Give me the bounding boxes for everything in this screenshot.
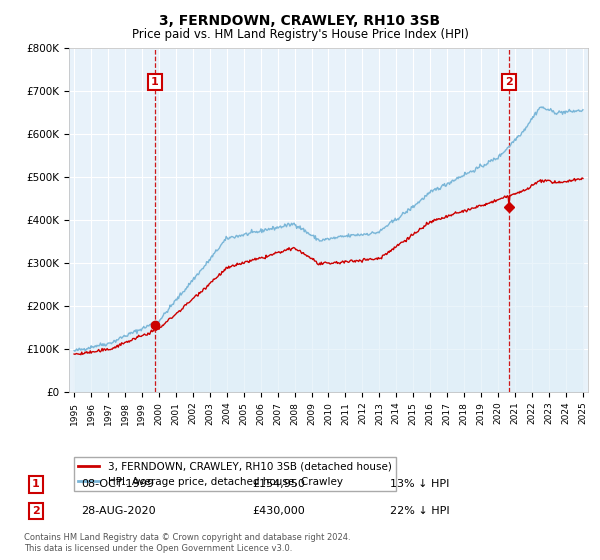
Text: 3, FERNDOWN, CRAWLEY, RH10 3SB: 3, FERNDOWN, CRAWLEY, RH10 3SB <box>160 14 440 28</box>
Text: 13% ↓ HPI: 13% ↓ HPI <box>390 479 449 489</box>
Text: 28-AUG-2020: 28-AUG-2020 <box>81 506 155 516</box>
Text: 08-OCT-1999: 08-OCT-1999 <box>81 479 154 489</box>
Text: 2: 2 <box>32 506 40 516</box>
Text: £430,000: £430,000 <box>252 506 305 516</box>
Legend: 3, FERNDOWN, CRAWLEY, RH10 3SB (detached house), HPI: Average price, detached ho: 3, FERNDOWN, CRAWLEY, RH10 3SB (detached… <box>74 458 395 491</box>
Text: £154,950: £154,950 <box>252 479 305 489</box>
Text: 1: 1 <box>32 479 40 489</box>
Text: 2: 2 <box>505 77 513 87</box>
Text: Price paid vs. HM Land Registry's House Price Index (HPI): Price paid vs. HM Land Registry's House … <box>131 28 469 41</box>
Text: 1: 1 <box>151 77 159 87</box>
Text: Contains HM Land Registry data © Crown copyright and database right 2024.
This d: Contains HM Land Registry data © Crown c… <box>24 533 350 553</box>
Text: 22% ↓ HPI: 22% ↓ HPI <box>390 506 449 516</box>
